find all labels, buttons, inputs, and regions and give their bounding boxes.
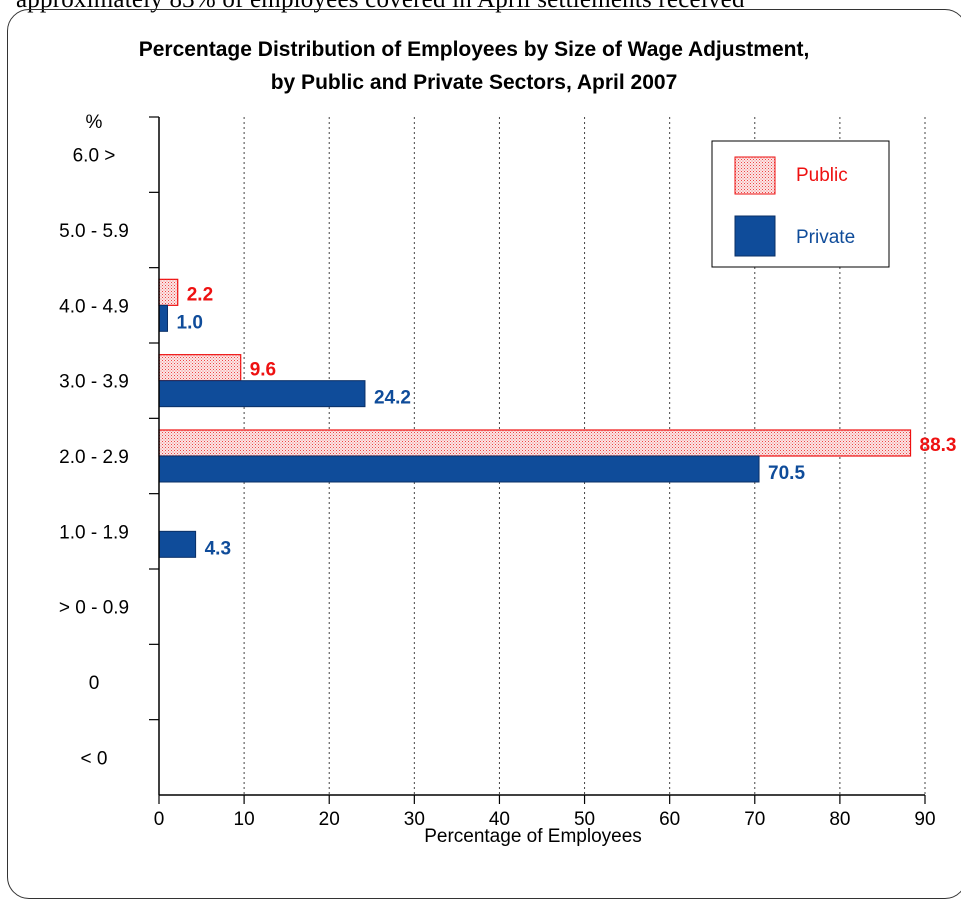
x-tick-label: 0: [154, 809, 165, 830]
y-axis-unit-label: %: [86, 112, 103, 133]
data-label-public: 2.2: [187, 284, 213, 305]
x-tick-label: 20: [319, 809, 340, 830]
data-label-public: 9.6: [250, 360, 276, 381]
x-tick-label: 40: [489, 809, 510, 830]
bar-private: [158, 530, 197, 558]
data-label-private: 4.3: [205, 538, 231, 559]
bar-private: [158, 380, 366, 408]
data-label-public: 88.3: [920, 435, 957, 456]
y-category-label: 1.0 - 1.9: [59, 522, 129, 543]
chart: Percentage Distribution of Employees by …: [59, 38, 957, 847]
y-category-label: > 0 - 0.9: [59, 598, 129, 619]
data-label-private: 24.2: [374, 388, 411, 409]
tick-labels: 0 10 20 30 40 50 60 70 80 90 6.0 > 5.0 - 5.9 4.0 - 4…: [59, 146, 957, 830]
axes: [149, 116, 926, 804]
x-tick-label: 50: [574, 809, 595, 830]
y-category-label: 2.0 - 2.9: [59, 447, 129, 468]
bar-private: [158, 455, 760, 483]
legend-label-private: Private: [796, 227, 855, 248]
x-tick-label: 90: [914, 809, 935, 830]
data-label-private: 1.0: [177, 312, 203, 333]
legend-swatch-public: [734, 156, 776, 195]
bars: [158, 278, 912, 558]
bar-public: [158, 278, 179, 306]
data-label-private: 70.5: [768, 463, 805, 484]
bar-private: [158, 304, 169, 332]
x-tick-label: 60: [659, 809, 680, 830]
x-tick-label: 30: [404, 809, 425, 830]
x-tick-label: 70: [744, 809, 765, 830]
x-tick-label: 80: [829, 809, 850, 830]
legend-label-public: Public: [796, 165, 848, 186]
y-category-label: 3.0 - 3.9: [59, 372, 129, 393]
y-category-label: < 0: [81, 748, 108, 769]
y-category-label: 4.0 - 4.9: [59, 296, 129, 317]
chart-title-line-1: Percentage Distribution of Employees by …: [139, 38, 810, 61]
y-category-label: 6.0 >: [73, 146, 116, 167]
x-tick-label: 10: [234, 809, 255, 830]
chart-title-line-2: by Public and Private Sectors, April 200…: [271, 71, 678, 94]
bar-public: [158, 354, 242, 382]
y-category-label: 0: [89, 673, 100, 694]
bar-public: [158, 429, 912, 457]
legend-swatch-private: [734, 215, 776, 257]
x-axis-title: Percentage of Employees: [424, 826, 642, 847]
legend: Public Private: [711, 140, 890, 268]
gridlines: [243, 117, 926, 795]
y-category-label: 5.0 - 5.9: [59, 221, 129, 242]
